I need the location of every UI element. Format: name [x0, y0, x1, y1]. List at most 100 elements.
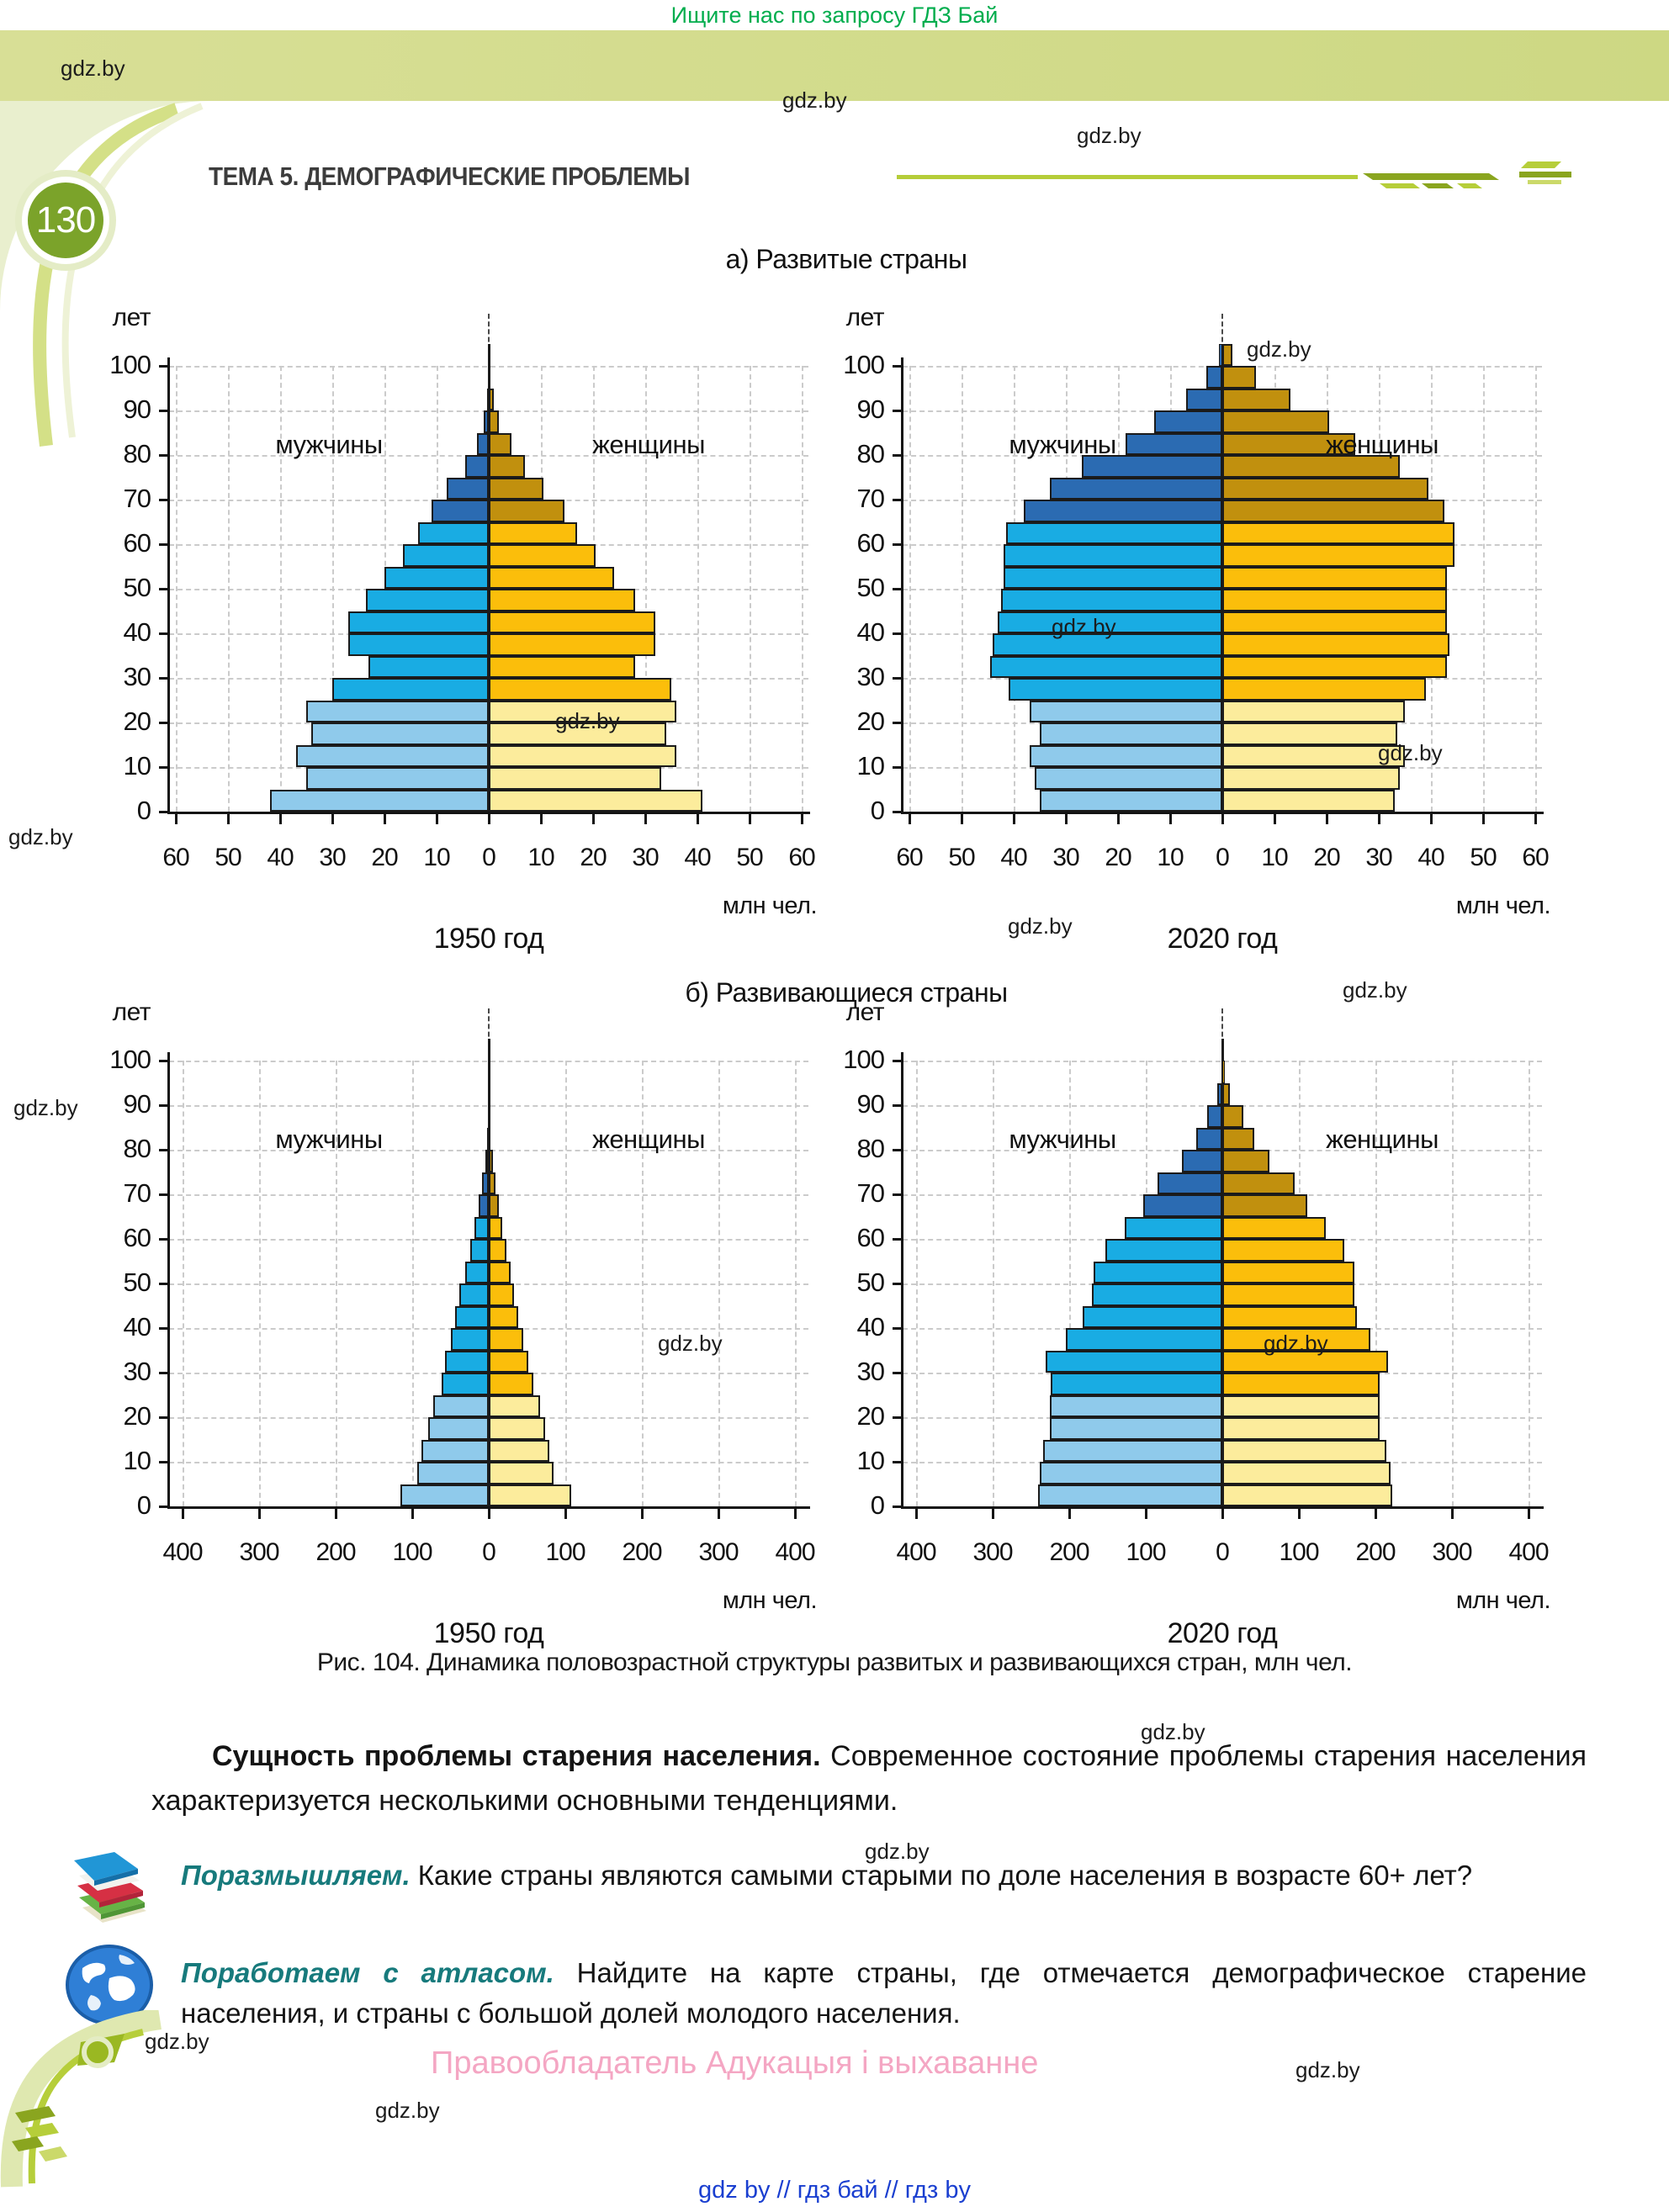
- y-axis-tick: [893, 1193, 901, 1196]
- bar-women-75-79: [489, 455, 526, 478]
- value-gridline: [718, 1061, 720, 1506]
- y-axis-tick: [159, 1104, 167, 1107]
- y-axis-label: 40: [856, 1312, 885, 1341]
- x-axis-tick: [915, 1509, 918, 1519]
- x-axis-label: 0: [1216, 1538, 1230, 1566]
- x-axis-tick: [182, 1509, 184, 1519]
- y-axis-tick: [159, 1193, 167, 1196]
- bar-men-75-79: [1181, 1150, 1222, 1172]
- x-axis-line: [167, 812, 810, 814]
- bar-women-60-64: [489, 1216, 503, 1239]
- bar-men-60-64: [418, 521, 489, 544]
- y-axis-tick: [159, 1327, 167, 1330]
- bar-women-45-49: [489, 1283, 515, 1306]
- bar-women-15-19: [489, 722, 666, 745]
- page-background: [0, 101, 1669, 2212]
- value-gridline: [228, 366, 230, 812]
- women-label: женщины: [592, 1125, 705, 1154]
- header-band: [0, 30, 1669, 101]
- bar-women-35-39: [1222, 1328, 1370, 1351]
- y-axis-label: 30: [856, 662, 885, 691]
- bar-women-45-49: [1222, 589, 1447, 611]
- men-label: мужчины: [1009, 1125, 1116, 1154]
- y-axis-tick: [893, 722, 901, 724]
- bar-women-40-44: [1222, 611, 1447, 633]
- bar-men-50-54: [1003, 566, 1222, 589]
- age-axis-title: лет: [112, 998, 151, 1026]
- bar-women-90-94: [1222, 388, 1290, 410]
- bar-women-100+: [489, 1038, 490, 1061]
- bar-men-75-79: [485, 1150, 489, 1172]
- value-gridline: [1069, 1061, 1071, 1506]
- bar-men-50-54: [1094, 1261, 1222, 1283]
- bar-women-0-4: [489, 1484, 572, 1506]
- bar-men-45-49: [459, 1283, 489, 1306]
- x-axis-tick: [279, 814, 282, 824]
- top-search-hint: Ищите нас по запросу ГДЗ Бай: [670, 3, 999, 28]
- y-axis-label: 100: [843, 1045, 885, 1074]
- bar-women-35-39: [489, 1328, 523, 1351]
- unit-label: млн чел.: [722, 1587, 818, 1614]
- bar-men-65-69: [1143, 1194, 1222, 1217]
- books-icon: [74, 1852, 146, 1923]
- x-axis-line: [167, 1506, 810, 1509]
- x-axis-tick: [909, 814, 911, 824]
- value-gridline: [642, 1061, 644, 1506]
- bar-women-5-9: [1222, 1462, 1391, 1484]
- x-axis-label: 100: [545, 1538, 585, 1566]
- bar-women-65-69: [1222, 1194, 1307, 1217]
- bar-women-5-9: [1222, 767, 1400, 790]
- year-label: 1950 год: [433, 1617, 544, 1649]
- x-axis-line: [901, 1506, 1544, 1509]
- x-axis-label: 40: [267, 844, 294, 871]
- x-axis-tick: [564, 1509, 567, 1519]
- bar-women-95-99: [489, 1061, 490, 1083]
- bar-women-30-34: [1222, 1350, 1389, 1373]
- x-axis-label: 20: [1105, 844, 1131, 871]
- bar-women-50-54: [489, 566, 614, 589]
- unit-label: млн чел.: [1455, 892, 1551, 919]
- x-axis-tick: [1430, 814, 1433, 824]
- task-think-block: Поразмышляем. Какие страны являются самы…: [181, 1855, 1587, 1896]
- x-axis-tick: [1274, 814, 1276, 824]
- topic-title: ТЕМА 5. ДЕМОГРАФИЧЕСКИЕ ПРОБЛЕМЫ: [209, 161, 691, 191]
- bar-men-75-79: [465, 455, 489, 478]
- gdzby-watermark: gdz.by: [8, 824, 73, 849]
- y-axis-line: [901, 357, 903, 813]
- unit-label: млн чел.: [722, 892, 818, 919]
- y-axis-label: 90: [856, 1089, 885, 1119]
- bar-men-70-74: [447, 477, 489, 500]
- y-axis-tick: [893, 632, 901, 635]
- x-axis-label: 60: [1522, 844, 1549, 871]
- x-axis-label: 50: [736, 844, 763, 871]
- y-axis-label: 10: [856, 751, 885, 781]
- bar-men-20-24: [306, 700, 489, 722]
- women-label: женщины: [1326, 430, 1439, 459]
- x-axis-label: 60: [162, 844, 189, 871]
- bar-women-25-29: [1222, 678, 1426, 701]
- bar-women-85-89: [1222, 410, 1330, 433]
- age-axis-title: лет: [112, 304, 151, 331]
- x-axis-tick: [540, 814, 543, 824]
- x-axis-tick: [1169, 814, 1172, 824]
- y-axis-tick: [159, 1060, 167, 1062]
- y-axis-label: 10: [856, 1446, 885, 1475]
- x-axis-tick: [384, 814, 386, 824]
- gdzby-watermark: gdz.by: [1077, 123, 1142, 148]
- bar-women-45-49: [1222, 1283, 1354, 1306]
- y-axis-tick: [893, 1238, 901, 1241]
- value-gridline: [1535, 366, 1537, 812]
- bar-men-20-24: [1029, 700, 1222, 722]
- bar-men-25-29: [332, 678, 489, 701]
- bar-men-35-39: [1066, 1328, 1222, 1351]
- x-axis-label: 100: [1126, 1538, 1166, 1566]
- x-axis-label: 200: [1049, 1538, 1089, 1566]
- x-axis-tick: [1145, 1509, 1147, 1519]
- y-axis-tick: [893, 1416, 901, 1419]
- bar-men-5-9: [1039, 1462, 1222, 1484]
- bar-men-15-19: [311, 722, 489, 745]
- bar-women-25-29: [489, 678, 671, 701]
- value-gridline: [332, 366, 334, 812]
- value-gridline: [802, 366, 803, 812]
- pyramid-center-dashed-line: [488, 314, 490, 357]
